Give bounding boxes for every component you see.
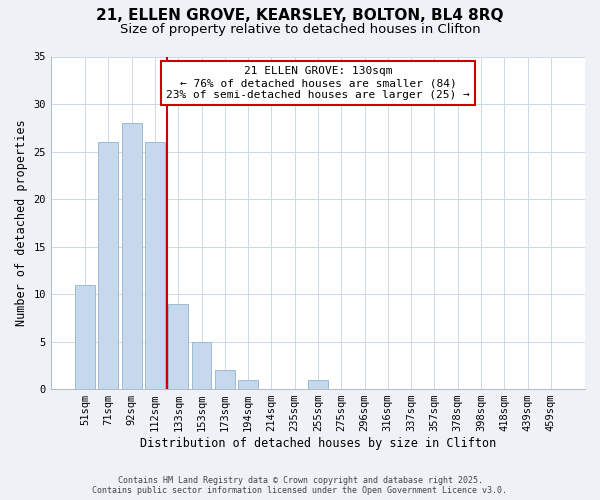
Bar [238,380,258,389]
Text: 21 ELLEN GROVE: 130sqm
← 76% of detached houses are smaller (84)
23% of semi-det: 21 ELLEN GROVE: 130sqm ← 76% of detached… [166,66,470,100]
Text: 21, ELLEN GROVE, KEARSLEY, BOLTON, BL4 8RQ: 21, ELLEN GROVE, KEARSLEY, BOLTON, BL4 8… [96,8,504,22]
Bar [308,380,328,389]
Text: Contains HM Land Registry data © Crown copyright and database right 2025.
Contai: Contains HM Land Registry data © Crown c… [92,476,508,495]
Bar [215,370,235,389]
X-axis label: Distribution of detached houses by size in Clifton: Distribution of detached houses by size … [140,437,496,450]
Bar [122,123,142,389]
Bar [98,142,118,389]
Bar [145,142,165,389]
Bar [75,284,95,389]
Y-axis label: Number of detached properties: Number of detached properties [15,120,28,326]
Bar [169,304,188,389]
Text: Size of property relative to detached houses in Clifton: Size of property relative to detached ho… [119,22,481,36]
Bar [191,342,211,389]
